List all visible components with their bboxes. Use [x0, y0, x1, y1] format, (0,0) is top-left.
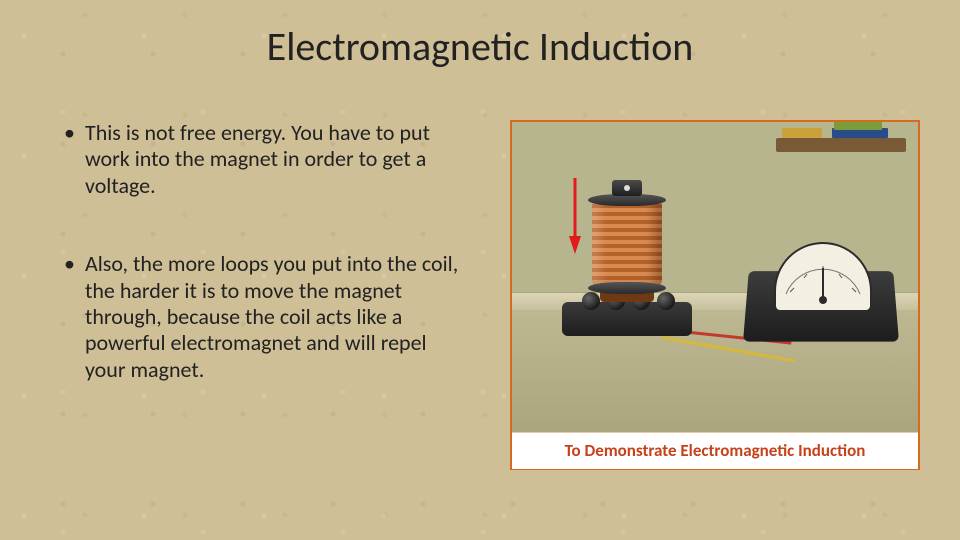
- slide: Electromagnetic Induction • This is not …: [0, 0, 960, 540]
- slide-title: Electromagnetic Induction: [0, 22, 960, 71]
- down-arrow-icon: [568, 176, 582, 256]
- book-icon: [834, 122, 882, 130]
- bullet-text: This is not free energy. You have to put…: [85, 120, 464, 199]
- figure-caption: To Demonstrate Electromagnetic Induction: [512, 432, 918, 469]
- galvanometer-icon: [746, 242, 896, 342]
- coil-cap-icon: [588, 282, 666, 294]
- bullet-dot-icon: •: [64, 120, 75, 146]
- illustration-figure: To Demonstrate Electromagnetic Induction: [510, 120, 920, 470]
- bullet-text: Also, the more loops you put into the co…: [85, 251, 464, 383]
- bar-magnet-icon: [612, 180, 642, 196]
- coil-icon: [592, 200, 662, 286]
- meter-face: [774, 242, 872, 312]
- bullet-list: • This is not free energy. You have to p…: [64, 120, 464, 435]
- illustration-scene: [512, 122, 918, 432]
- book-icon: [782, 128, 822, 138]
- terminal-knob-icon: [657, 292, 675, 310]
- bullet-dot-icon: •: [64, 251, 75, 277]
- shelf-icon: [776, 138, 906, 152]
- bullet-item: • This is not free energy. You have to p…: [64, 120, 464, 199]
- bullet-item: • Also, the more loops you put into the …: [64, 251, 464, 383]
- terminal-knob-icon: [582, 292, 600, 310]
